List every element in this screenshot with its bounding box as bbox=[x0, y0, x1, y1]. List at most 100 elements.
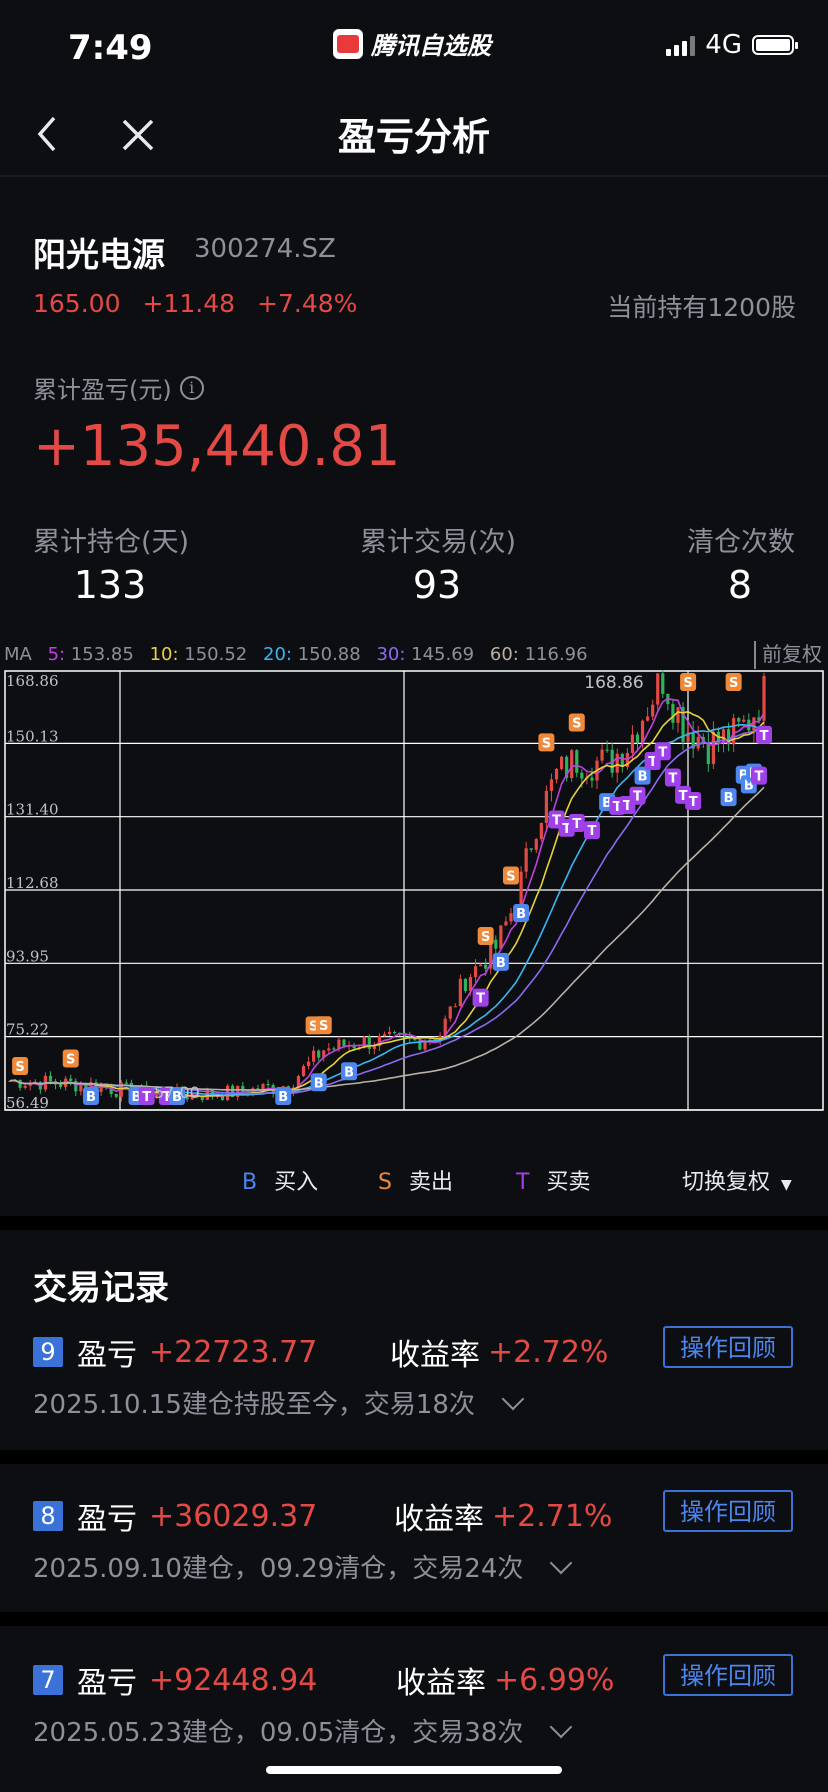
candle-body bbox=[524, 848, 528, 872]
candle-body bbox=[322, 1050, 326, 1058]
trade-marker: T bbox=[472, 988, 489, 1007]
adjust-label[interactable]: 前复权 bbox=[754, 641, 822, 669]
candle-body bbox=[332, 1048, 336, 1050]
record-detail[interactable]: 2025.09.10建仓，09.29清仓，交易24次 bbox=[33, 1548, 573, 1585]
candle-body bbox=[509, 913, 513, 922]
buy-marker: B bbox=[275, 1087, 292, 1105]
legend-trade-mark: T bbox=[516, 1170, 530, 1195]
record-index-badge: 7 bbox=[33, 1665, 63, 1695]
candle-body bbox=[575, 750, 579, 773]
record-line1: 9 盈亏 +22723.77 bbox=[33, 1330, 317, 1374]
candle-body bbox=[317, 1050, 321, 1058]
candle-body bbox=[99, 1085, 103, 1092]
candle-body bbox=[312, 1050, 316, 1062]
review-button[interactable]: 操作回顾 bbox=[663, 1490, 793, 1532]
app-name-text: 腾讯自选股 bbox=[371, 32, 491, 60]
holding-text: 当前持有1200股 bbox=[607, 293, 796, 322]
candle-body bbox=[726, 729, 731, 745]
candle-body bbox=[519, 871, 523, 912]
close-icon[interactable] bbox=[118, 115, 158, 155]
y-tick-label: 168.86 bbox=[6, 672, 59, 690]
candle-body bbox=[372, 1046, 376, 1049]
candle-body bbox=[732, 718, 736, 745]
candle-body bbox=[691, 732, 695, 749]
candle-body bbox=[479, 964, 483, 967]
svg-text:T: T bbox=[668, 772, 677, 787]
record-detail[interactable]: 2025.05.23建仓，09.05清仓，交易38次 bbox=[33, 1712, 573, 1749]
record-rate: 收益率 +6.99% bbox=[396, 1658, 614, 1702]
buy-marker: B bbox=[168, 1087, 185, 1105]
candle-body bbox=[762, 675, 766, 721]
svg-text:T: T bbox=[679, 789, 688, 804]
caret-down-icon: ▼ bbox=[781, 1177, 792, 1193]
candle-body bbox=[489, 939, 493, 969]
svg-text:B: B bbox=[278, 1090, 288, 1105]
info-icon[interactable]: i bbox=[179, 375, 204, 400]
svg-text:T: T bbox=[658, 745, 667, 760]
svg-text:B: B bbox=[314, 1076, 324, 1091]
legend-trade: T 买卖 bbox=[516, 1164, 590, 1196]
record-divider bbox=[0, 1450, 828, 1464]
legend-buy-mark: B bbox=[242, 1170, 258, 1195]
ma30-line bbox=[9, 726, 765, 1095]
candle-body bbox=[549, 779, 554, 791]
candle-body bbox=[266, 1084, 270, 1086]
svg-text:T: T bbox=[142, 1090, 151, 1105]
svg-text:T: T bbox=[633, 790, 642, 805]
ma60-line bbox=[9, 786, 765, 1091]
record-detail[interactable]: 2025.10.15建仓持股至今，交易18次 bbox=[33, 1384, 525, 1421]
candle-body bbox=[544, 790, 549, 824]
candle-body bbox=[261, 1084, 265, 1091]
review-button[interactable]: 操作回顾 bbox=[663, 1654, 793, 1696]
svg-text:S: S bbox=[683, 676, 692, 691]
legend-sell-label: 卖出 bbox=[408, 1170, 453, 1195]
trade-marker: T bbox=[568, 814, 585, 833]
x-tick-label: 2025-06 bbox=[84, 1119, 155, 1120]
home-indicator bbox=[266, 1766, 562, 1774]
legend-sell: S 卖出 bbox=[378, 1164, 453, 1196]
record-profit-label: 盈亏 bbox=[77, 1338, 137, 1373]
svg-text:T: T bbox=[648, 755, 657, 770]
candle-body bbox=[499, 925, 503, 949]
svg-text:T: T bbox=[689, 795, 698, 810]
cum-profit-label-text: 累计盈亏(元) bbox=[33, 376, 172, 404]
candle-body bbox=[539, 823, 543, 840]
stat-label-clear: 清仓次数 bbox=[687, 527, 795, 558]
review-button[interactable]: 操作回顾 bbox=[663, 1326, 793, 1368]
candle-body bbox=[580, 772, 584, 779]
candle-body bbox=[453, 1006, 457, 1008]
chevron-down-icon[interactable] bbox=[501, 1387, 525, 1410]
candle-body bbox=[362, 1036, 366, 1048]
kline-chart[interactable]: 168.86 150.13 131.40 112.68 93.95 75.22 56.49 2… bbox=[4, 670, 826, 1120]
candle-body bbox=[651, 704, 655, 717]
cum-profit-value: +135,440.81 bbox=[33, 414, 401, 479]
x-tick-label: 2025-10 bbox=[652, 1119, 723, 1120]
trade-marker: T bbox=[138, 1087, 155, 1105]
stock-code: 300274.SZ bbox=[194, 234, 336, 264]
back-icon[interactable] bbox=[30, 112, 66, 156]
ma20-value: 150.88 bbox=[297, 644, 361, 665]
sell-marker: S bbox=[62, 1049, 79, 1068]
buy-marker: B bbox=[341, 1062, 358, 1081]
candle-body bbox=[74, 1080, 78, 1092]
buy-marker: B bbox=[82, 1087, 99, 1105]
record-rate: 收益率 +2.72% bbox=[390, 1330, 608, 1374]
candle-body bbox=[646, 716, 650, 721]
svg-text:T: T bbox=[476, 992, 485, 1007]
max-price-label: 168.86 bbox=[584, 673, 643, 693]
ma-prefix: MA bbox=[4, 644, 32, 665]
svg-text:B: B bbox=[132, 1090, 142, 1105]
sell-marker: S bbox=[12, 1056, 29, 1075]
y-tick-label: 112.68 bbox=[6, 874, 59, 892]
y-tick-label: 75.22 bbox=[6, 1021, 49, 1039]
candle-body bbox=[23, 1085, 27, 1088]
candle-body bbox=[327, 1048, 331, 1051]
record-detail-text: 2025.10.15建仓持股至今，交易18次 bbox=[33, 1390, 475, 1420]
stock-price: 165.00 bbox=[33, 289, 121, 318]
switch-adjust-button[interactable]: 切换复权 ▼ bbox=[682, 1164, 792, 1196]
chevron-down-icon[interactable] bbox=[550, 1551, 573, 1574]
candle-body bbox=[590, 777, 594, 781]
svg-text:S: S bbox=[319, 1019, 328, 1034]
chevron-down-icon[interactable] bbox=[550, 1715, 573, 1738]
trade-marker: T bbox=[583, 821, 600, 840]
